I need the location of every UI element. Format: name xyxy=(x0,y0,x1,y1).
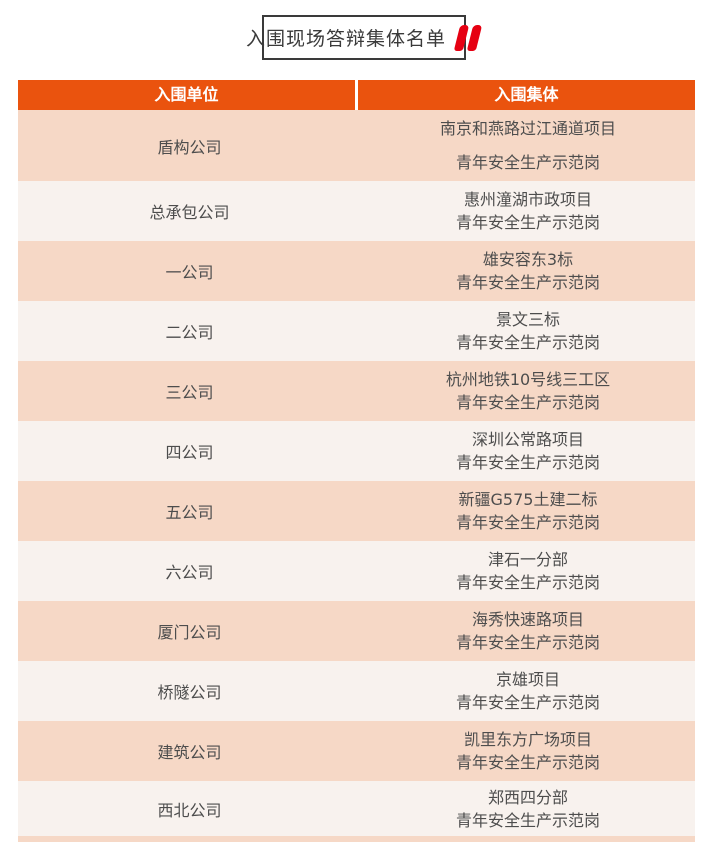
collective-award: 青年安全生产示范岗 xyxy=(455,393,600,412)
collective-project: 杭州地铁10号线三工区 xyxy=(445,370,611,389)
collective-cell: 深圳公常路项目 青年安全生产示范岗 xyxy=(361,421,695,481)
collective-cell: 杭州地铁10号线三工区 青年安全生产示范岗 xyxy=(361,361,695,421)
table-row: 五公司 新疆G575土建二标 青年安全生产示范岗 xyxy=(18,481,695,541)
collective-project: 郑西四分部 xyxy=(487,787,568,807)
collective-project: 景文三标 xyxy=(495,310,560,329)
collective-cell: 海秀快速路项目 青年安全生产示范岗 xyxy=(361,601,695,661)
collective-award: 青年安全生产示范岗 xyxy=(455,693,600,712)
collective-award: 青年安全生产示范岗 xyxy=(455,213,600,232)
unit-cell: 六公司 xyxy=(165,563,214,582)
table-row: 一公司 雄安容东3标 青年安全生产示范岗 xyxy=(18,241,695,301)
table-row: 桥隧公司 京雄项目 青年安全生产示范岗 xyxy=(18,661,695,721)
unit-cell: 三公司 xyxy=(165,383,214,402)
collective-award: 青年安全生产示范岗 xyxy=(455,513,600,532)
table-row: 四公司 深圳公常路项目 青年安全生产示范岗 xyxy=(18,421,695,481)
table-row: 厦门公司 海秀快速路项目 青年安全生产示范岗 xyxy=(18,601,695,661)
page-title: 入围现场答辩集体名单 xyxy=(246,28,447,50)
table-row: 六公司 津石一分部 青年安全生产示范岗 xyxy=(18,541,695,601)
collective-cell: 新疆G575土建二标 青年安全生产示范岗 xyxy=(361,481,695,541)
collective-project: 新疆G575土建二标 xyxy=(458,490,598,509)
collective-project: 南京和燕路过江通道项目 xyxy=(439,118,616,138)
unit-cell: 四公司 xyxy=(165,443,214,462)
table-row: 建筑公司 凯里东方广场项目 青年安全生产示范岗 xyxy=(18,721,695,781)
collective-award: 青年安全生产示范岗 xyxy=(455,633,600,652)
table-row: 盾构公司 南京和燕路过江通道项目 青年安全生产示范岗 xyxy=(18,110,695,181)
collective-project: 雄安容东3标 xyxy=(482,250,574,269)
title-box: 入围现场答辩集体名单 xyxy=(246,15,483,60)
finalist-table: 入围单位 入围集体 盾构公司 南京和燕路过江通道项目 青年安全生产示范岗 总承包… xyxy=(18,80,695,842)
collective-project: 凯里东方广场项目 xyxy=(463,730,592,749)
collective-award: 青年安全生产示范岗 xyxy=(455,333,600,352)
collective-award: 青年安全生产示范岗 xyxy=(455,753,600,772)
table-header-row: 入围单位 入围集体 xyxy=(18,80,695,110)
collective-project: 京雄项目 xyxy=(495,670,560,689)
unit-cell: 盾构公司 xyxy=(157,137,222,157)
table-row: 总承包公司 惠州潼湖市政项目 青年安全生产示范岗 xyxy=(18,181,695,241)
collective-award: 青年安全生产示范岗 xyxy=(455,810,600,830)
table-row: 西北公司 郑西四分部 青年安全生产示范岗 xyxy=(18,781,695,836)
unit-cell: 一公司 xyxy=(165,263,214,282)
collective-award: 青年安全生产示范岗 xyxy=(455,573,600,592)
table-row: 三公司 杭州地铁10号线三工区 青年安全生产示范岗 xyxy=(18,361,695,421)
collective-cell: 南京和燕路过江通道项目 青年安全生产示范岗 xyxy=(361,110,695,181)
collective-award: 青年安全生产示范岗 xyxy=(455,453,600,472)
double-quote-icon xyxy=(453,24,483,52)
collective-award: 青年安全生产示范岗 xyxy=(455,273,600,292)
unit-cell: 总承包公司 xyxy=(149,203,230,222)
collective-project: 惠州潼湖市政项目 xyxy=(463,190,592,209)
collective-project: 深圳公常路项目 xyxy=(471,430,584,449)
collective-project: 海秀快速路项目 xyxy=(471,610,584,629)
collective-cell: 雄安容东3标 青年安全生产示范岗 xyxy=(361,241,695,301)
unit-cell: 二公司 xyxy=(165,323,214,342)
collective-cell: 郑西四分部 青年安全生产示范岗 xyxy=(361,781,695,836)
table-row: 二公司 景文三标 青年安全生产示范岗 xyxy=(18,301,695,361)
unit-cell: 西北公司 xyxy=(157,800,222,820)
collective-cell: 津石一分部 青年安全生产示范岗 xyxy=(361,541,695,601)
column-header-unit: 入围单位 xyxy=(18,80,358,110)
collective-cell: 惠州潼湖市政项目 青年安全生产示范岗 xyxy=(361,181,695,241)
unit-cell: 建筑公司 xyxy=(157,743,222,762)
column-header-collective: 入围集体 xyxy=(494,85,559,104)
collective-award: 青年安全生产示范岗 xyxy=(455,152,600,172)
partial-next-row xyxy=(18,836,695,842)
collective-project: 津石一分部 xyxy=(487,550,568,569)
collective-cell: 景文三标 青年安全生产示范岗 xyxy=(361,301,695,361)
collective-cell: 京雄项目 青年安全生产示范岗 xyxy=(361,661,695,721)
collective-cell: 凯里东方广场项目 青年安全生产示范岗 xyxy=(361,721,695,781)
unit-cell: 厦门公司 xyxy=(157,623,222,642)
unit-cell: 桥隧公司 xyxy=(157,683,222,702)
unit-cell: 五公司 xyxy=(165,503,214,522)
